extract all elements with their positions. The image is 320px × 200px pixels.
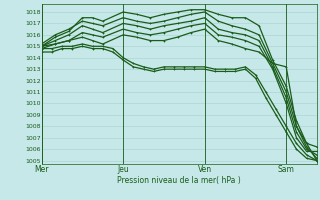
X-axis label: Pression niveau de la mer( hPa ): Pression niveau de la mer( hPa ) [117, 176, 241, 185]
